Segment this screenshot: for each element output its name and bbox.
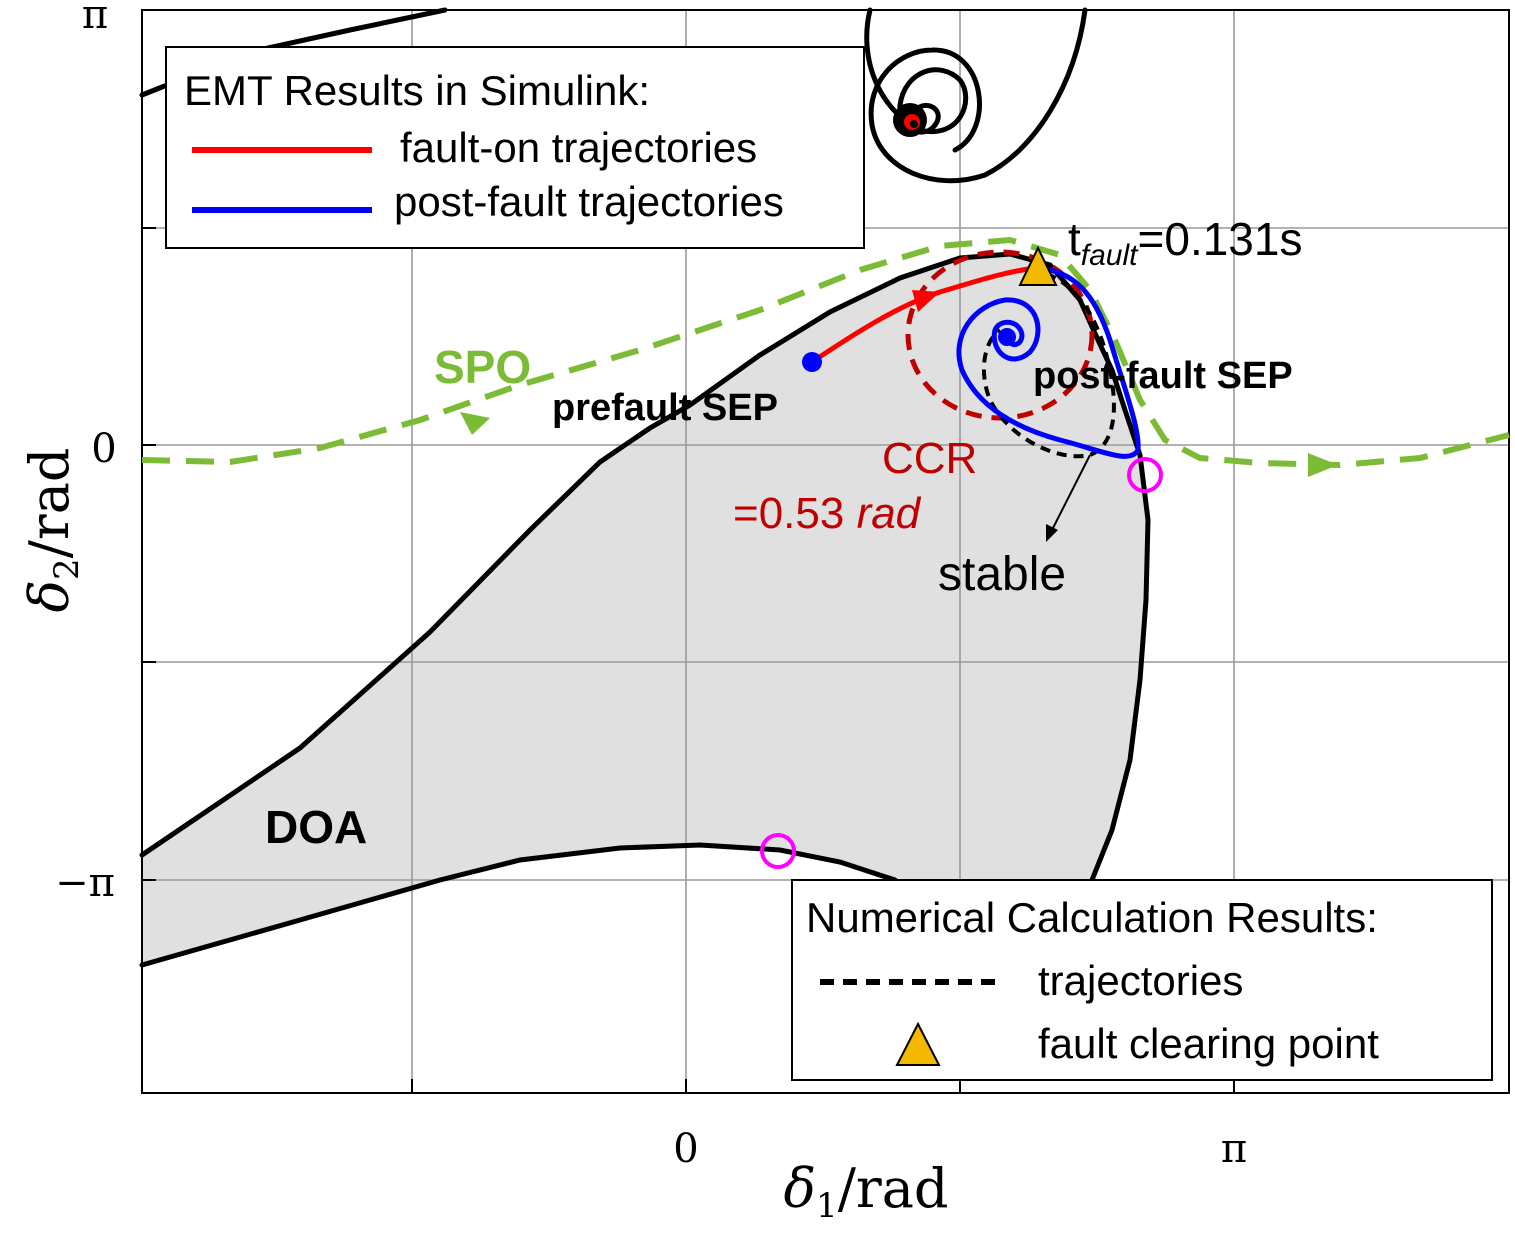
unstable-focus-spiral [893,103,927,137]
stable-pointer-head [1046,524,1058,542]
doa-boundary [139,7,1151,968]
legend-numerical: Numerical Calculation Results: trajector… [791,879,1493,1081]
doa-boundary-upper [139,251,1151,883]
doa-region [142,254,1148,965]
prefault-sep-label: prefault SEP [552,387,778,429]
legend-post-fault-label: post-fault trajectories [394,178,784,225]
legend-trajectories-label: trajectories [1038,957,1243,1004]
legend-emt: EMT Results in Simulink: fault-on trajec… [165,46,865,249]
spo-label: SPO [434,341,531,393]
legend-fault-on-label: fault-on trajectories [400,124,757,171]
fault-on-arrow [912,290,940,312]
legend-fault-point-label: fault clearing point [1038,1020,1379,1067]
x-tick-label: 0 [673,1126,698,1172]
x-tick-label: π [1221,1126,1247,1172]
boundary-point-marker-left [760,833,796,869]
doa-boundary-lower [139,842,898,968]
legend-fault-point-marker [895,1021,941,1066]
legend-emt-title: EMT Results in Simulink: [184,67,650,114]
tick-marks [142,9,1235,1093]
stable-label: stable [938,548,1066,601]
prefault-sep-marker [802,352,822,372]
post-fault-sep-label: post-fault SEP [1033,355,1293,397]
fault-clearing-point-marker [1018,245,1058,286]
post-fault-trajectory [956,265,1141,459]
spo-arrow-left [460,412,490,435]
y-tick-label: 0 [91,426,116,472]
y-tick-label: −π [55,860,115,906]
doa-label: DOA [265,801,367,853]
plot-frame [141,9,1510,1094]
boundary-point-marker-right [1127,457,1163,493]
legend-numerical-title: Numerical Calculation Results: [806,894,1378,941]
tfault-label: tfault=0.131s [1068,213,1302,272]
ccr-label: CCR [882,434,977,483]
spo-curve [141,236,1510,469]
stable-pointer-line [1051,454,1091,531]
ccr-value-label: =0.53 rad [733,489,922,538]
post-fault-sep-marker [998,328,1016,346]
x-axis-label: δ1/rad [784,1157,949,1226]
spo-arrow-right [1308,453,1338,477]
y-tick-label: π [82,0,108,38]
boundary-spiral-outer [868,7,1088,184]
y-axis-label: δ2/rad [18,448,87,613]
